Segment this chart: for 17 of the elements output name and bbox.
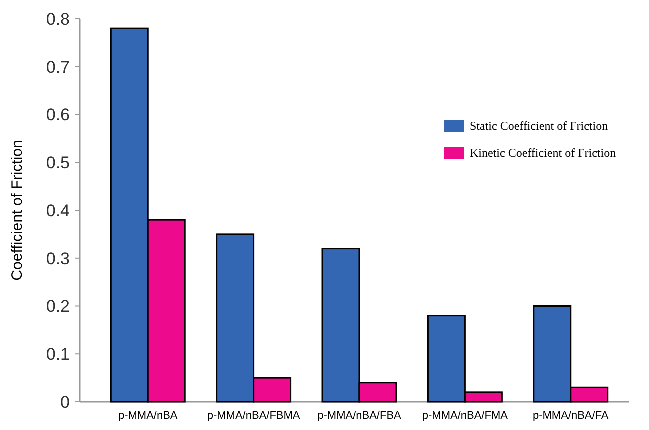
y-tick-label: 0.2 xyxy=(46,297,70,316)
y-tick-label: 0.4 xyxy=(46,201,70,220)
y-tick-label: 0.5 xyxy=(46,154,70,173)
y-tick-label: 0.6 xyxy=(46,106,70,125)
y-tick-label: 0.8 xyxy=(46,10,70,29)
legend-label: Kinetic Coefficient of Friction xyxy=(470,146,616,160)
x-tick-label: p-MMA/nBA/FA xyxy=(532,410,610,422)
x-tick-label: p-MMA/nBA xyxy=(118,410,178,422)
y-tick-label: 0 xyxy=(60,392,70,412)
legend-label: Static Coefficient of Friction xyxy=(470,119,608,133)
y-tick-label: 0.1 xyxy=(46,345,70,364)
y-axis-title: Coefficient of Friction xyxy=(9,140,26,281)
y-tick-label: 0.3 xyxy=(46,249,70,268)
x-tick-label: p-MMA/nBA/FMA xyxy=(422,410,509,422)
x-tick-label: p-MMA/nBA/FBA xyxy=(318,410,402,422)
y-tick-label: 0.7 xyxy=(46,58,70,77)
x-tick-label: p-MMA/nBA/FBMA xyxy=(207,410,301,422)
